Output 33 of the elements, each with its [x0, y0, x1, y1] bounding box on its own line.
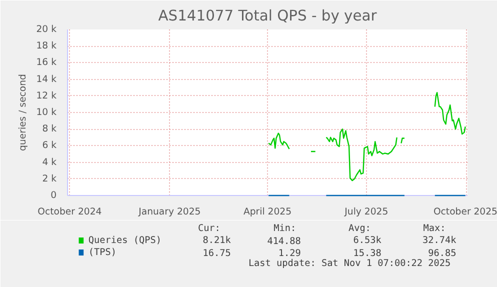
- legend-label: (TPS): [88, 247, 117, 258]
- x-tick-label: April 2025: [243, 206, 292, 218]
- y-tick-label: 18 k: [36, 40, 58, 52]
- text: 16.75: [202, 248, 231, 259]
- text: 8.21k: [202, 235, 232, 246]
- x-tick-label: July 2025: [344, 206, 388, 218]
- text: Min:: [274, 223, 296, 234]
- text: Cur:: [198, 223, 220, 234]
- chart-title: AS141077 Total QPS - by year: [158, 8, 378, 24]
- y-tick-label: 12 k: [36, 90, 58, 102]
- x-tick-label: January 2025: [138, 206, 201, 218]
- y-tick-label: 4 k: [42, 156, 58, 168]
- y-tick-label: 16 k: [36, 57, 58, 68]
- x-tick-label: October 2024: [38, 206, 102, 218]
- y-tick-label: 20 k: [36, 24, 58, 35]
- text: 15.38: [353, 248, 382, 259]
- text: 414.88: [267, 236, 302, 247]
- y-axis-title: queries / second: [17, 74, 28, 151]
- y-tick-label: 2 k: [42, 173, 58, 184]
- text: Avg:: [348, 223, 371, 234]
- text: 6.53k: [353, 235, 382, 246]
- text: 96.85: [428, 248, 456, 259]
- y-tick-label: 14 k: [36, 74, 58, 85]
- text: 1.29: [278, 248, 301, 259]
- y-tick-label: 8 k: [42, 124, 58, 135]
- y-tick-label: 6 k: [42, 140, 58, 152]
- text: 32.74k: [422, 235, 457, 246]
- x-tick-label: October 2025: [433, 206, 497, 218]
- y-tick-label: 10 k: [36, 107, 58, 118]
- legend-label: Queries (QPS): [88, 235, 162, 246]
- text: Max:: [423, 223, 446, 234]
- text: Last update: Sat Nov 1 07:00:22 2025: [248, 258, 451, 269]
- y-tick-label: 0: [50, 190, 57, 201]
